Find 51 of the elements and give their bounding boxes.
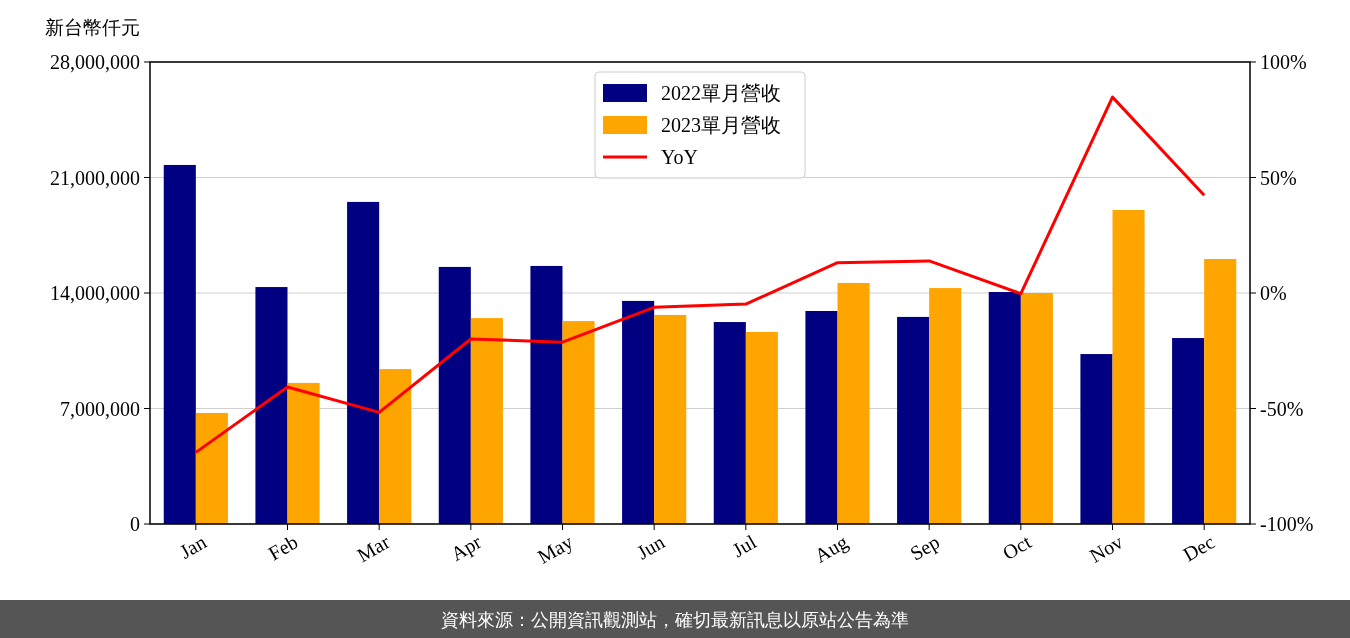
bar	[379, 369, 412, 524]
bar	[622, 300, 655, 524]
legend-label: YoY	[661, 146, 698, 168]
y-tick-label: 7,000,000	[60, 397, 140, 420]
source-note: 資料來源：公開資訊觀測站，確切最新訊息以原站公告為準	[441, 609, 909, 630]
y2-tick-label: -100%	[1260, 513, 1314, 535]
bar	[988, 292, 1021, 524]
y2-tick-label: 50%	[1260, 166, 1297, 189]
x-tick-label: Sep	[906, 530, 944, 566]
y2-tick-label: 100%	[1260, 51, 1307, 73]
bar	[654, 314, 687, 524]
y-tick-label: 14,000,000	[50, 282, 140, 304]
bar	[163, 164, 196, 524]
y2-tick-label: 0%	[1260, 282, 1287, 304]
x-tick-label: Oct	[998, 530, 1036, 564]
bar	[562, 321, 595, 524]
y-axis-title: 新台幣仟元	[45, 16, 140, 38]
bar	[805, 310, 838, 524]
x-tick-label: Aug	[810, 530, 852, 568]
bar	[897, 316, 930, 524]
bar	[929, 288, 962, 524]
x-tick-label: Feb	[264, 530, 302, 565]
x-tick-label: Apr	[446, 530, 486, 566]
x-tick-label: Nov	[1085, 530, 1127, 567]
legend-label: 2023單月營收	[661, 114, 781, 136]
legend-label: 2022單月營收	[661, 82, 781, 104]
x-tick-label: Dec	[1179, 530, 1219, 566]
x-tick-label: Jun	[633, 530, 669, 564]
bar	[195, 412, 228, 524]
bar	[438, 266, 471, 524]
bar	[1112, 210, 1145, 524]
bar	[347, 201, 380, 524]
bar	[255, 287, 288, 524]
bar	[713, 322, 746, 524]
x-tick-label: Mar	[353, 530, 394, 567]
bar	[837, 282, 870, 524]
bar	[1020, 293, 1053, 524]
bar	[745, 331, 778, 524]
bar	[1080, 354, 1113, 524]
y-tick-label: 0	[130, 513, 140, 535]
bar	[1172, 338, 1205, 524]
x-tick-label: Jul	[728, 530, 761, 562]
bar	[1204, 259, 1237, 524]
y2-tick-label: -50%	[1260, 397, 1304, 420]
x-tick-label: May	[533, 530, 577, 569]
bar	[470, 318, 503, 524]
y-tick-label: 28,000,000	[50, 51, 140, 73]
y-tick-label: 21,000,000	[50, 166, 140, 189]
bar	[287, 382, 320, 524]
bar	[530, 265, 563, 524]
x-tick-label: Jan	[175, 530, 210, 563]
